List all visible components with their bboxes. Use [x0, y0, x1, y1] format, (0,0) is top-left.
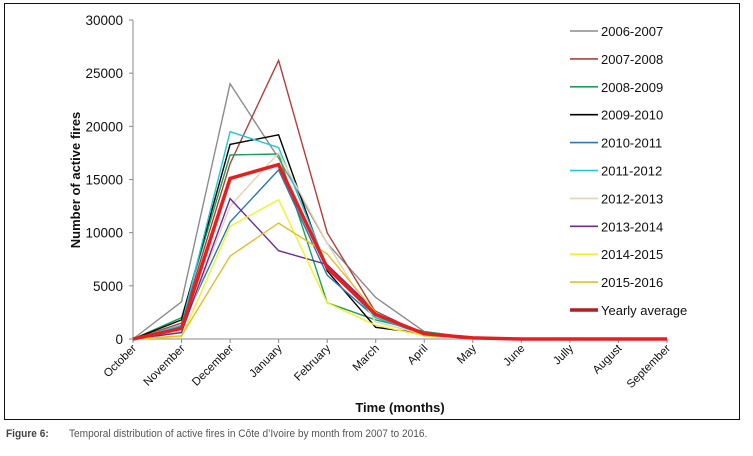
series-lines — [132, 58, 667, 341]
legend-item: 2013-2014 — [570, 219, 663, 234]
legend-item: 2015-2016 — [570, 275, 663, 290]
series-line-yearly-average — [132, 162, 667, 341]
line-chart: 0 5000 10000 15000 20000 25000 30000 October No… — [68, 13, 687, 415]
legend-label: 2007-2008 — [601, 52, 663, 67]
x-tick-label: December — [190, 343, 236, 389]
y-axis: 0 5000 10000 15000 20000 25000 30000 — [85, 13, 134, 347]
x-tick-label: August — [591, 342, 625, 376]
legend-item: 2012-2013 — [570, 191, 663, 206]
y-tick-label: 5000 — [93, 279, 123, 294]
x-tick-label: January — [247, 342, 285, 380]
x-axis-title: Time (months) — [355, 400, 444, 415]
y-tick-label: 20000 — [85, 119, 123, 134]
legend-item: 2006-2007 — [570, 24, 663, 39]
legend-item: 2007-2008 — [570, 52, 663, 67]
legend-label: Yearly average — [601, 303, 687, 318]
x-tick-label: April — [406, 343, 431, 368]
legend-label: 2014-2015 — [601, 247, 663, 262]
y-tick-label: 15000 — [85, 173, 123, 188]
figure-number: Figure 6: — [6, 428, 49, 440]
x-tick-label: November — [142, 343, 188, 389]
legend-label: 2011-2012 — [601, 164, 662, 179]
x-tick-label: May — [455, 342, 479, 366]
x-axis: October November December January February Ma… — [102, 338, 673, 391]
y-tick-label: 30000 — [85, 13, 123, 28]
legend-label: 2009-2010 — [601, 108, 663, 123]
legend-label: 2008-2009 — [601, 80, 663, 95]
y-tick-label: 25000 — [85, 66, 123, 81]
legend-item: 2008-2009 — [570, 80, 663, 95]
x-tick-label: March — [351, 343, 382, 374]
legend-label: 2015-2016 — [601, 275, 663, 290]
figure-caption: Figure 6: Temporal distribution of active… — [6, 428, 427, 440]
x-tick-label: September — [625, 343, 673, 391]
y-tick-label: 10000 — [85, 226, 123, 241]
legend-item: 2010-2011 — [570, 136, 662, 151]
x-tick-label: Jully — [551, 342, 576, 367]
y-tick-label: 0 — [115, 332, 123, 347]
x-tick-label: June — [501, 343, 527, 369]
y-axis-title: Number of active fires — [68, 112, 83, 249]
legend-item: 2009-2010 — [570, 108, 663, 123]
legend-label: 2013-2014 — [601, 219, 663, 234]
caption-text: Temporal distribution of active fires in… — [68, 428, 428, 440]
x-tick-label: October — [102, 343, 140, 381]
legend-label: 2006-2007 — [601, 24, 663, 39]
legend-label: 2010-2011 — [601, 136, 662, 151]
legend-item: Yearly average — [570, 303, 687, 318]
legend-item: 2014-2015 — [570, 247, 663, 262]
series-line-2015-2016 — [132, 222, 667, 340]
legend: 2006-2007 2007-2008 2008-2009 2009-2010 2010… — [570, 24, 687, 318]
legend-item: 2011-2012 — [570, 164, 662, 179]
legend-label: 2012-2013 — [601, 191, 663, 206]
figure-frame — [4, 3, 740, 420]
x-tick-label: February — [292, 342, 333, 383]
